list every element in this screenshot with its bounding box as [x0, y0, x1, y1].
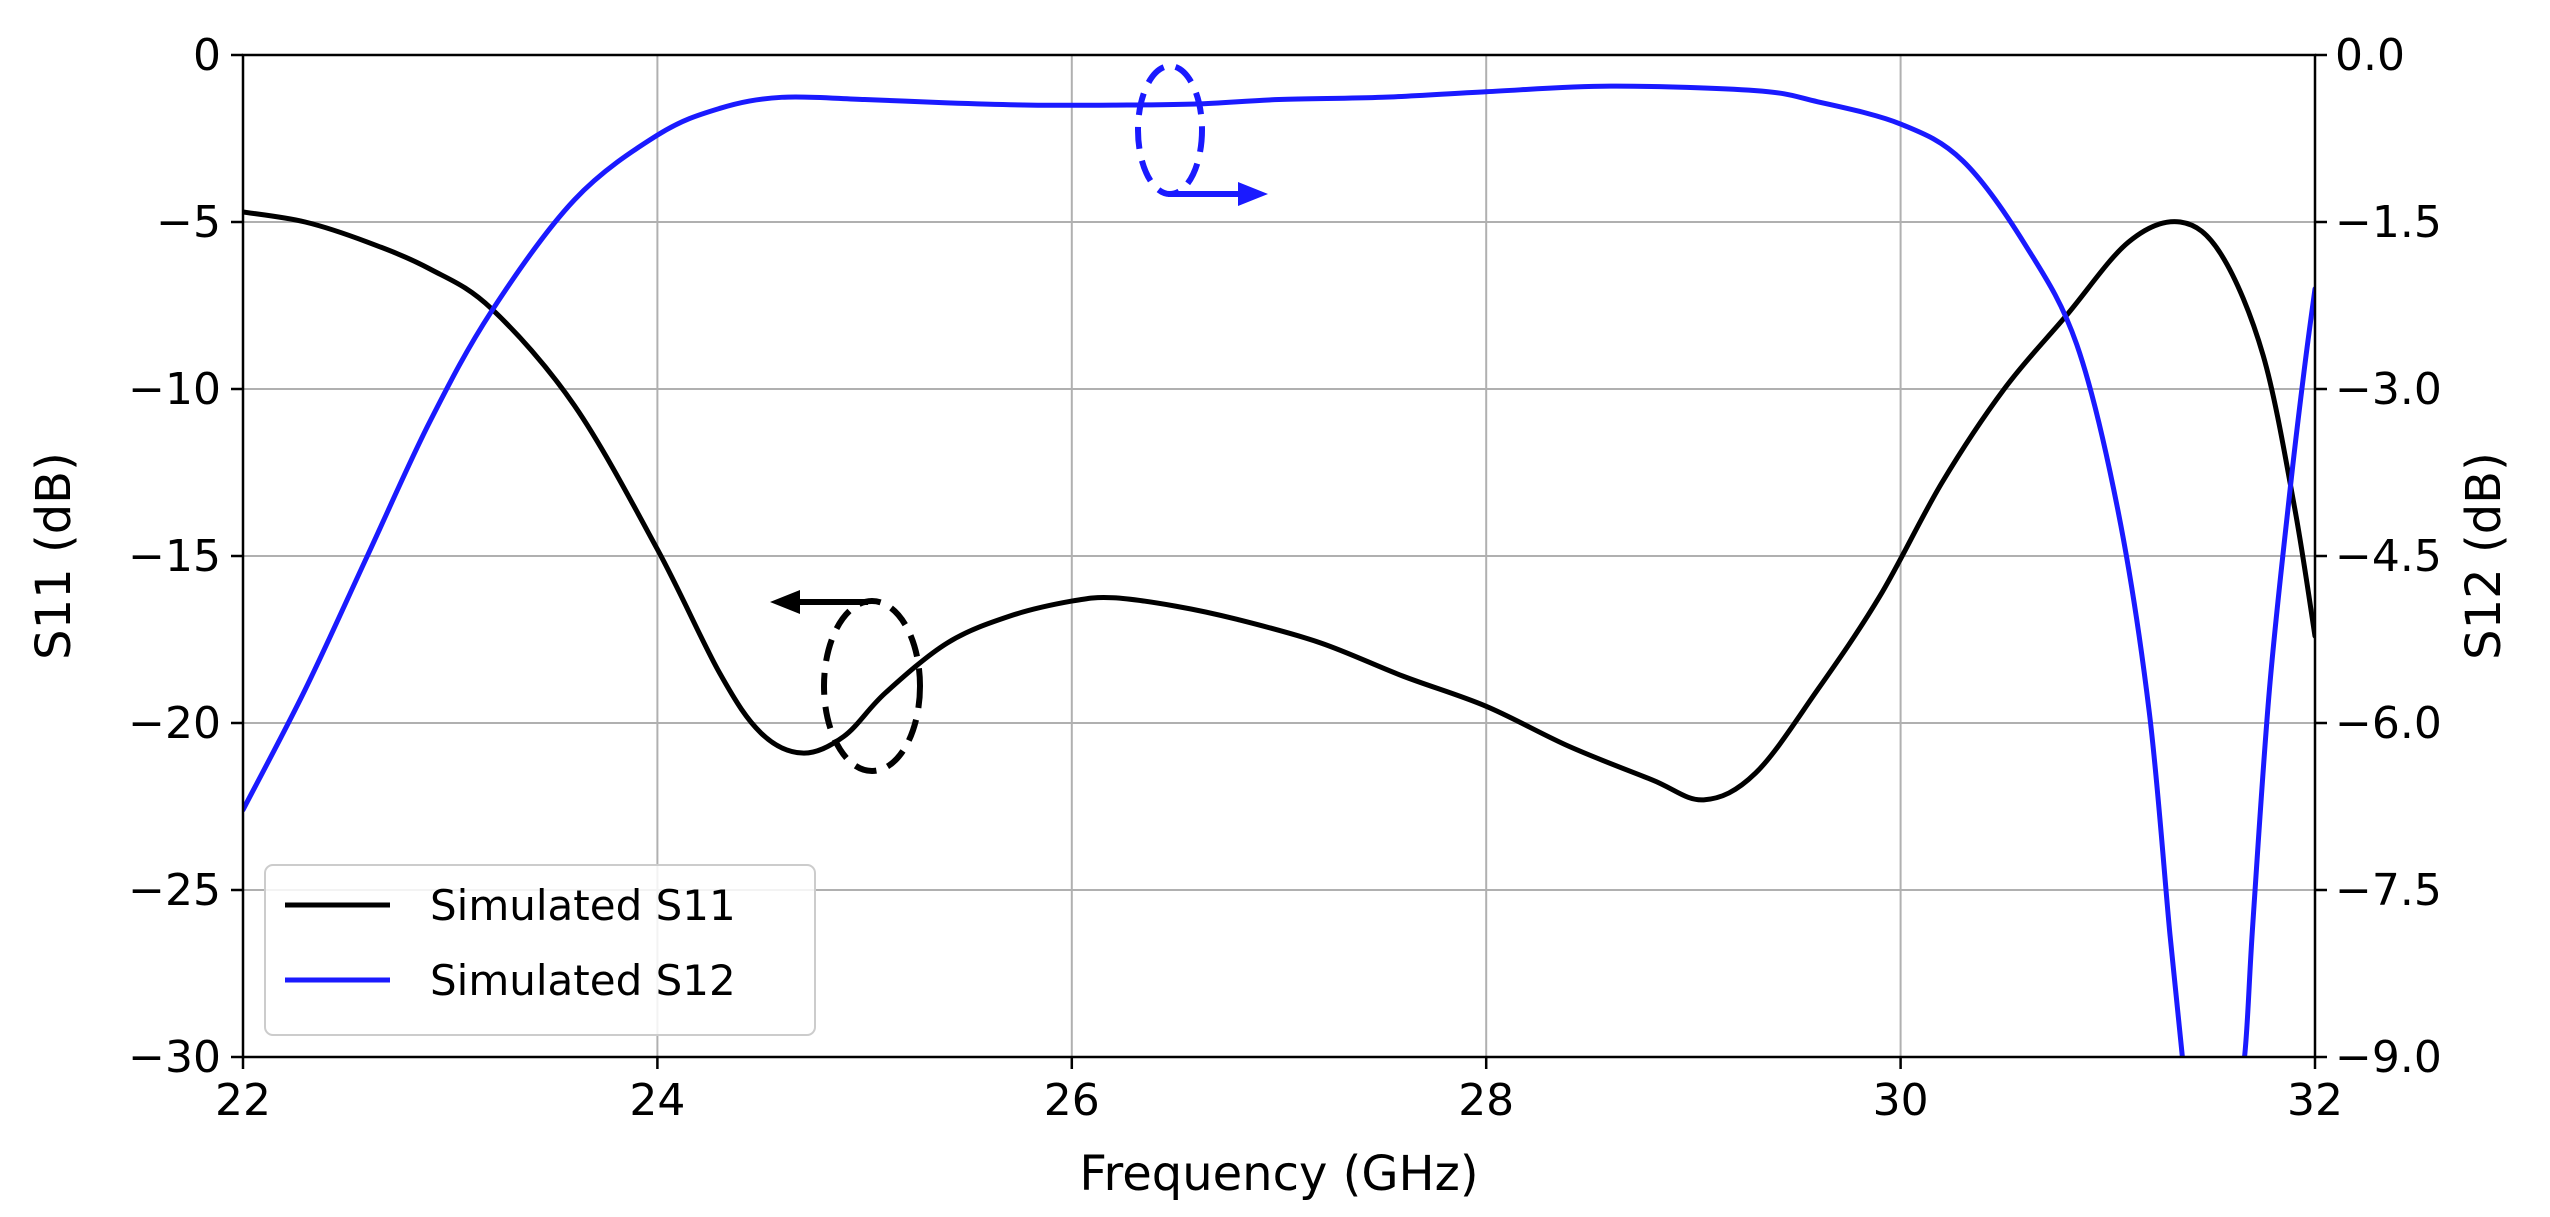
series-line-simulated-s12: [243, 83, 2315, 1057]
legend-label-s11: Simulated S11: [430, 881, 736, 930]
y-tick-label: −10: [128, 364, 221, 415]
series-group: [243, 83, 2315, 1057]
y2-tick-label: 0.0: [2335, 30, 2405, 81]
y2-tick-label: −9.0: [2335, 1032, 2442, 1083]
s11-annotation: [770, 590, 923, 774]
x-tick-label: 32: [2287, 1075, 2343, 1126]
x-tick-label: 26: [1044, 1075, 1100, 1126]
y-tick-label: −15: [128, 531, 221, 582]
tick-labels: 22 24 26 28 30 32 0 −5 −10 −15 −20 −25 −30 0.0 −1.5 −3.…: [128, 30, 2442, 1126]
x-tick-label: 24: [629, 1075, 685, 1126]
series-line-simulated-s11: [243, 209, 2315, 803]
y2-tick-label: −3.0: [2335, 364, 2442, 415]
x-tick-label: 22: [215, 1075, 271, 1126]
y-tick-label: −30: [128, 1032, 221, 1083]
s12-annotation: [1135, 63, 1268, 206]
s11-annotation-ellipse: [821, 598, 923, 774]
s11-annotation-arrowhead: [770, 590, 800, 614]
legend: Simulated S11 Simulated S12: [264, 864, 816, 1036]
y-tick-label: 0: [193, 30, 221, 81]
s12-annotation-arrowhead: [1238, 182, 1268, 206]
x-tick-label: 28: [1458, 1075, 1514, 1126]
x-axis-title: Frequency (GHz): [1079, 1146, 1478, 1202]
y-tick-label: −20: [128, 698, 221, 749]
y-tick-label: −5: [156, 197, 221, 248]
legend-label-s12: Simulated S12: [430, 956, 736, 1005]
y2-tick-label: −7.5: [2335, 865, 2442, 916]
x-tick-label: 30: [1873, 1075, 1929, 1126]
legend-box: [264, 864, 816, 1036]
y2-tick-label: −1.5: [2335, 197, 2442, 248]
y2-axis-title: S12 (dB): [2456, 452, 2512, 660]
tick-marks: [231, 53, 2327, 1069]
y2-tick-label: −4.5: [2335, 531, 2442, 582]
y-tick-label: −25: [128, 865, 221, 916]
y-axis-title: S11 (dB): [26, 452, 82, 660]
y2-tick-label: −6.0: [2335, 698, 2442, 749]
